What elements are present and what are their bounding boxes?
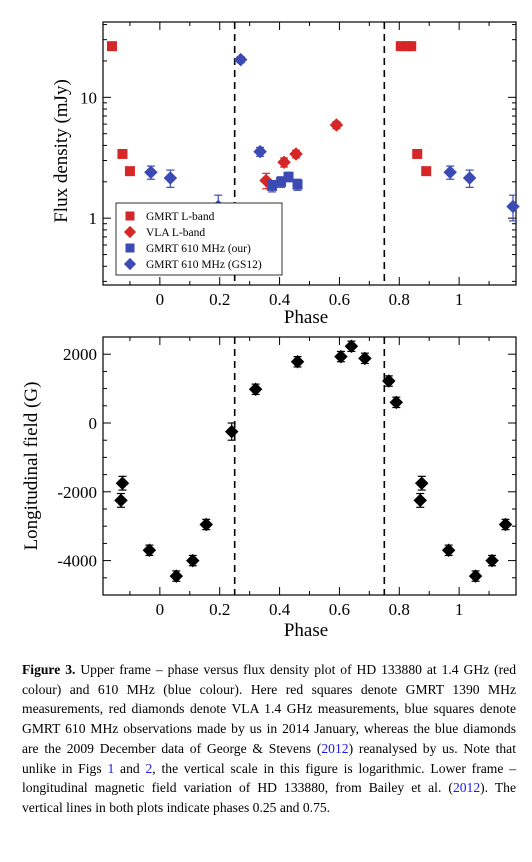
data-point — [277, 155, 291, 170]
data-point — [506, 199, 520, 214]
caption-text: ) reanalysed by us. Note that unlike in … — [22, 740, 516, 776]
data-point — [358, 351, 372, 366]
data-point — [289, 147, 303, 161]
magnetic-field-panel: 0 0.2 0.4 0.6 0.8 1 -4000 -2000 0 2000 Longitudin… — [21, 336, 517, 641]
data-point — [395, 41, 406, 52]
caption-text: , the vertical scale in this figure is l… — [22, 760, 516, 796]
data-point — [334, 349, 348, 364]
caption-label: Figure 3. — [22, 662, 76, 677]
x-tick-label: 0.2 — [209, 600, 230, 619]
figure-link[interactable]: 2 — [145, 760, 153, 776]
top-y-axis-label: Flux density (mJy) — [51, 79, 72, 223]
citation-link[interactable]: 2012 — [321, 740, 349, 756]
bottom-axis-ticks: 0 0.2 0.4 0.6 0.8 1 -4000 -2000 0 2000 — [57, 336, 516, 619]
x-tick-label: 0.4 — [269, 290, 291, 309]
y-tick-label: 1 — [89, 209, 98, 228]
data-point — [462, 171, 477, 185]
y-tick-label: 10 — [80, 88, 97, 107]
top-data-points — [106, 41, 520, 222]
data-point — [389, 395, 404, 410]
data-point — [124, 166, 135, 177]
y-tick-label: -4000 — [57, 552, 97, 571]
legend: GMRT L-band VLA L-band GMRT 610 MHz (our) G… — [115, 202, 283, 276]
y-tick-label: -2000 — [57, 483, 97, 502]
data-point — [290, 355, 305, 369]
data-point — [412, 148, 423, 159]
x-tick-label: 0.6 — [329, 600, 350, 619]
citation-link[interactable]: 2012 — [452, 780, 481, 796]
legend-marker — [125, 243, 135, 253]
legend-label: GMRT 610 MHz (our) — [146, 243, 251, 255]
data-point — [163, 171, 178, 185]
data-point — [276, 176, 287, 187]
data-point — [292, 179, 303, 190]
data-point — [414, 476, 429, 490]
data-point — [382, 374, 396, 388]
bottom-data-points — [114, 339, 513, 583]
bottom-phase-lines — [233, 337, 386, 595]
legend-label: VLA L-band — [146, 227, 205, 239]
data-point — [186, 553, 200, 568]
series-group — [114, 339, 513, 583]
x-tick-label: 1 — [455, 290, 464, 309]
data-point — [106, 41, 117, 52]
data-point — [267, 180, 278, 191]
data-point — [329, 118, 344, 132]
data-point — [421, 166, 432, 177]
data-point — [485, 553, 499, 568]
data-point — [199, 517, 213, 532]
data-point — [441, 543, 456, 558]
series-group — [106, 41, 432, 177]
figure-link[interactable]: 1 — [107, 760, 115, 776]
y-tick-label: 0 — [89, 414, 98, 433]
data-point — [248, 382, 263, 397]
data-point — [114, 493, 128, 508]
x-tick-label: 1 — [455, 600, 464, 619]
data-point — [468, 569, 483, 583]
data-point — [253, 144, 267, 159]
data-point — [344, 339, 359, 354]
x-tick-label: 0.2 — [209, 290, 230, 309]
bottom-plot-frame — [102, 336, 517, 596]
top-axis-ticks: 0 0.2 0.4 0.6 0.8 1 1 10 — [80, 22, 516, 309]
caption-text: Upper frame – phase versus flux density … — [22, 662, 517, 756]
data-point — [406, 41, 417, 52]
legend-label: GMRT 610 MHz (GS12) — [146, 259, 262, 271]
caption-text: and — [114, 760, 146, 776]
legend-marker — [123, 257, 137, 271]
data-point — [283, 171, 294, 182]
caption-text: ). The vertical lines in both plots indi… — [22, 780, 516, 815]
x-tick-label: 0.8 — [389, 600, 410, 619]
x-tick-label: 0 — [156, 600, 165, 619]
data-point — [224, 424, 239, 439]
data-point — [144, 165, 158, 179]
data-point — [498, 517, 513, 532]
legend-box — [115, 202, 283, 276]
figure-caption: Figure 3. Upper frame – phase versus flu… — [22, 660, 516, 818]
series-group — [144, 52, 520, 222]
data-point — [233, 52, 248, 67]
data-point — [443, 165, 457, 179]
legend-label: GMRT L-band — [146, 211, 215, 223]
data-point — [117, 148, 128, 159]
data-point — [142, 543, 157, 558]
data-point — [413, 493, 427, 508]
top-x-axis-label: Phase — [284, 307, 328, 328]
data-point — [169, 569, 184, 583]
y-tick-label: 2000 — [63, 345, 97, 364]
x-tick-label: 0.4 — [269, 600, 291, 619]
flux-density-panel: 0 0.2 0.4 0.6 0.8 1 1 10 Flux density (mJy) Pha… — [51, 21, 520, 328]
bottom-x-axis-label: Phase — [284, 620, 328, 641]
series-group — [259, 118, 344, 190]
x-tick-label: 0.8 — [389, 290, 410, 309]
bottom-y-axis-label: Longitudinal field (G) — [21, 382, 42, 551]
legend-marker — [123, 225, 137, 239]
data-point — [115, 476, 130, 490]
series-group — [267, 171, 303, 193]
legend-marker — [125, 211, 135, 221]
x-tick-label: 0.6 — [329, 290, 350, 309]
x-tick-label: 0 — [156, 290, 165, 309]
